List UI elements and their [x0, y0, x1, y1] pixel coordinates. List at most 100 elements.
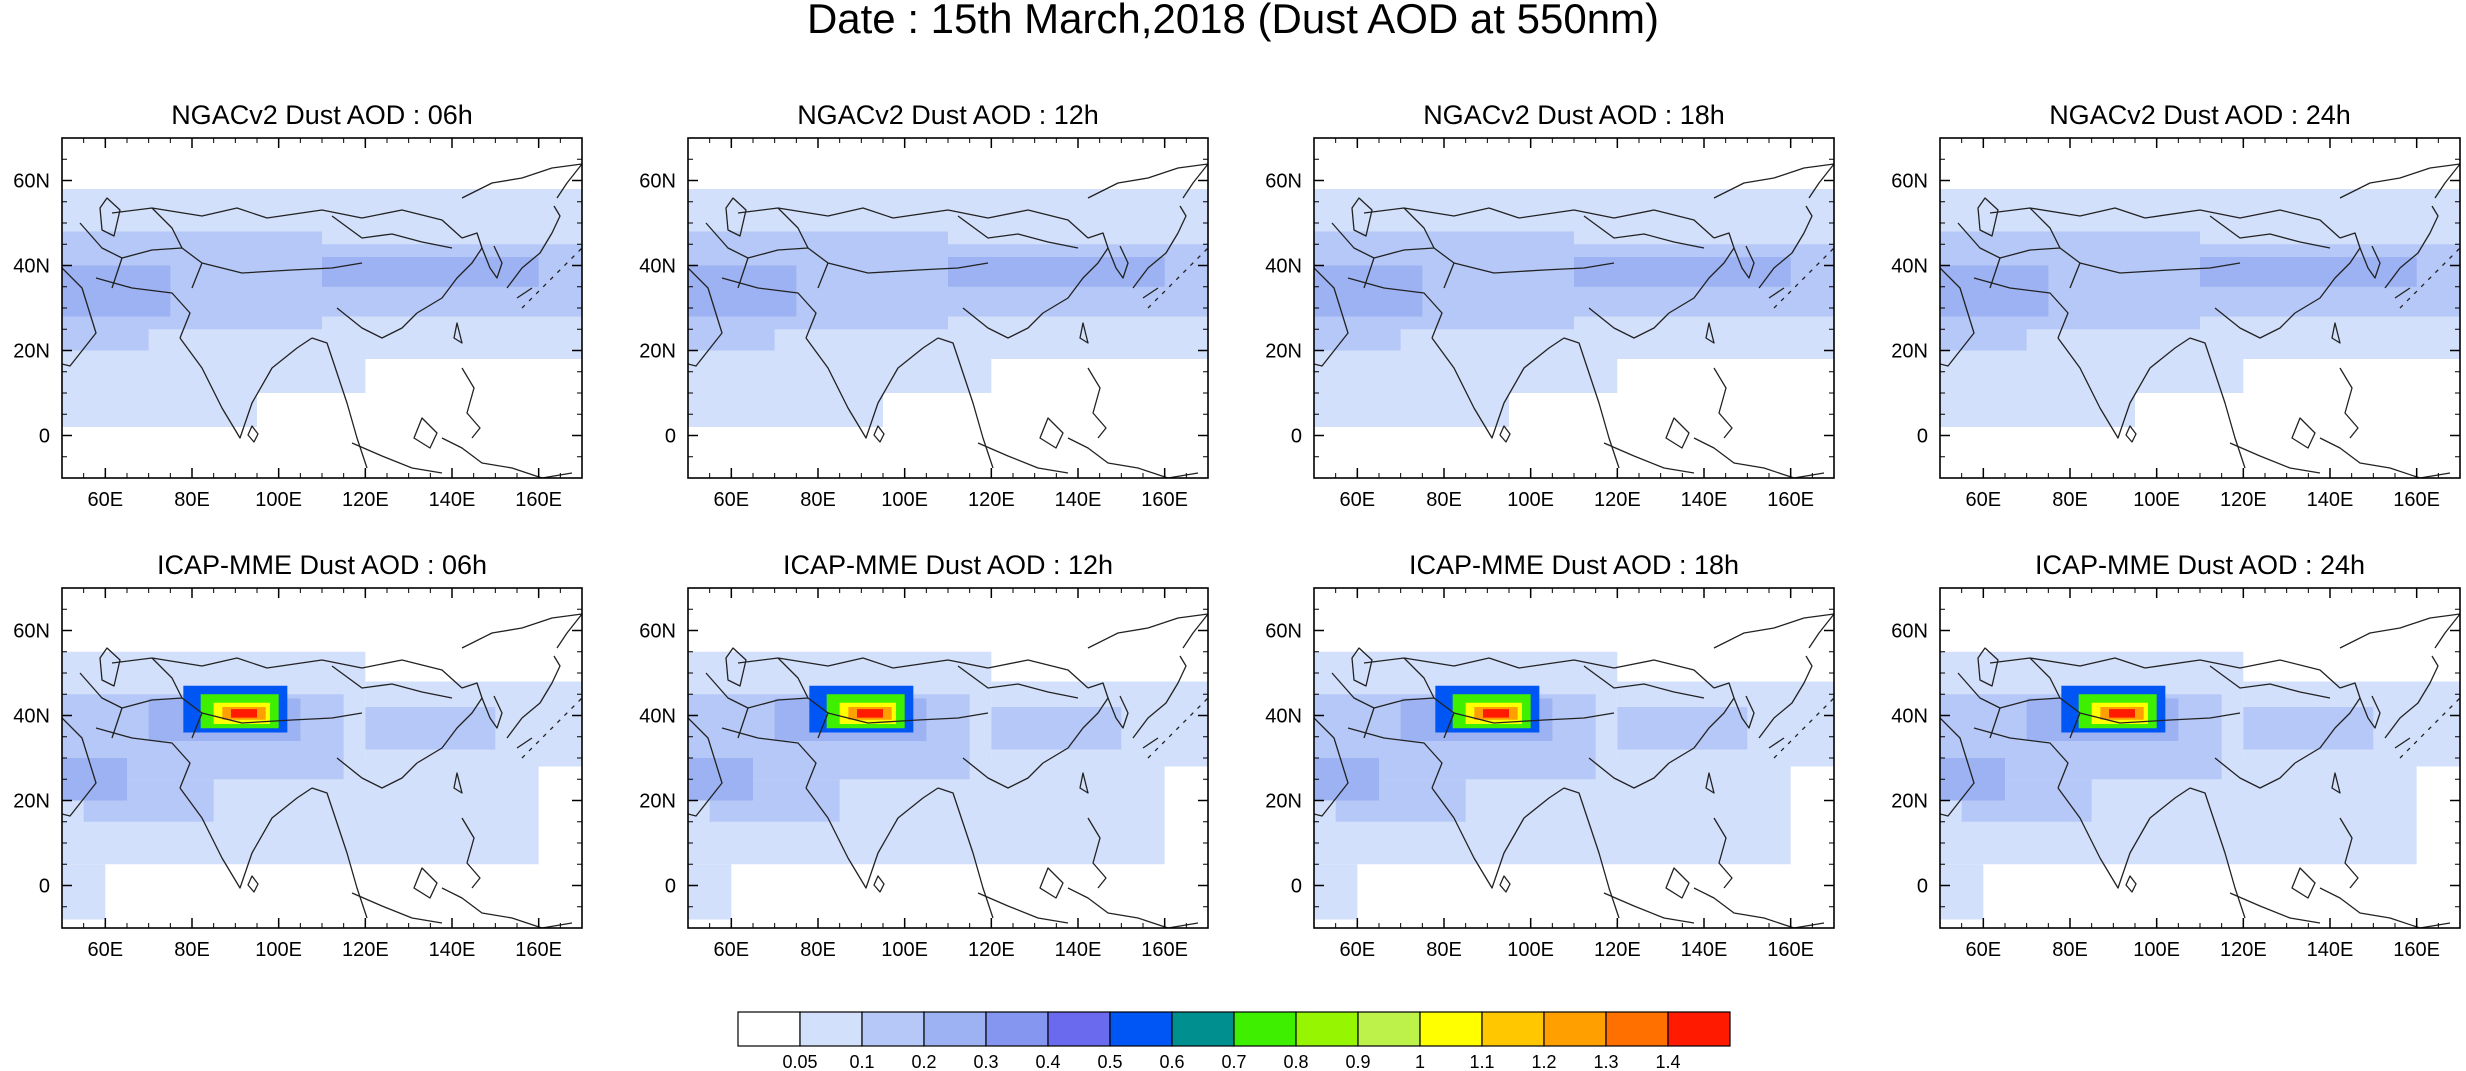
dust-plume — [231, 709, 257, 718]
colorbar-label: 0.9 — [1345, 1052, 1370, 1071]
panels-layer: NGACv2 Dust AOD : 06h 60E 80E 100E 120E 140E 1… — [13, 100, 2461, 961]
aod-region — [1940, 359, 2244, 393]
map-panel: ICAP-MME Dust AOD : 24h 60E 80E 100E 120E 140… — [1891, 550, 2461, 961]
y-tick-label: 60N — [13, 621, 50, 643]
y-tick-label: 60N — [639, 621, 676, 643]
aod-region — [1574, 257, 1791, 287]
aod-region — [2200, 257, 2417, 287]
panel-title: NGACv2 Dust AOD : 06h — [171, 100, 473, 130]
aod-region — [1617, 707, 1748, 750]
aod-region — [1314, 393, 1509, 427]
x-tick-label: 160E — [1141, 489, 1188, 511]
colorbar: 0.05 0.1 0.2 0.3 0.4 0.5 0.6 0.7 0.8 0.9 1 1.1 1.2 1.… — [737, 1011, 1731, 1071]
x-tick-label: 140E — [429, 939, 476, 961]
colorbar-swatch — [1171, 1011, 1235, 1047]
x-tick-label: 100E — [255, 489, 302, 511]
colorbar-label: 0.4 — [1035, 1052, 1060, 1071]
colorbar-label: 0.1 — [849, 1052, 874, 1071]
colorbar-swatch — [1295, 1011, 1359, 1047]
y-tick-label: 20N — [639, 791, 676, 813]
aod-region — [1940, 189, 2460, 215]
y-tick-label: 40N — [1265, 706, 1302, 728]
x-tick-label: 160E — [1141, 939, 1188, 961]
y-tick-label: 40N — [1891, 256, 1928, 278]
colorbar-label: 1.1 — [1469, 1052, 1494, 1071]
x-tick-label: 60E — [1966, 489, 2002, 511]
y-tick-label: 20N — [1891, 791, 1928, 813]
y-tick-label: 0 — [1917, 426, 1928, 448]
colorbar-swatch — [1481, 1011, 1545, 1047]
panel-title: ICAP-MME Dust AOD : 12h — [783, 550, 1113, 580]
y-tick-label: 0 — [665, 876, 676, 898]
figure-title: Date : 15th March,2018 (Dust AOD at 550n… — [807, 0, 1659, 42]
y-tick-label: 60N — [1265, 171, 1302, 193]
aod-region — [948, 257, 1165, 287]
x-tick-label: 80E — [1426, 939, 1462, 961]
colorbar-label: 0.7 — [1221, 1052, 1246, 1071]
y-tick-label: 40N — [13, 706, 50, 728]
aod-field — [688, 588, 1208, 928]
x-tick-label: 100E — [2133, 489, 2180, 511]
colorbar-swatch — [737, 1011, 801, 1047]
x-tick-label: 140E — [1681, 489, 1728, 511]
y-tick-label: 20N — [13, 791, 50, 813]
colorbar-swatch — [1109, 1011, 1173, 1047]
aod-region — [2243, 707, 2374, 750]
y-tick-label: 40N — [13, 256, 50, 278]
x-tick-label: 120E — [968, 939, 1015, 961]
colorbar-label: 0.5 — [1097, 1052, 1122, 1071]
x-tick-label: 120E — [342, 939, 389, 961]
aod-field — [1314, 588, 1834, 928]
colorbar-swatch — [799, 1011, 863, 1047]
y-tick-label: 20N — [13, 341, 50, 363]
y-tick-label: 60N — [1891, 171, 1928, 193]
x-tick-label: 140E — [1055, 489, 1102, 511]
y-tick-label: 60N — [13, 171, 50, 193]
x-tick-label: 120E — [342, 489, 389, 511]
x-tick-label: 80E — [1426, 489, 1462, 511]
aod-field — [62, 138, 582, 478]
aod-region — [96, 274, 149, 300]
colorbar-swatch — [985, 1011, 1049, 1047]
colorbar-swatch — [1667, 1011, 1731, 1047]
x-tick-label: 120E — [968, 489, 1015, 511]
x-tick-label: 100E — [1507, 489, 1554, 511]
x-tick-label: 120E — [1594, 939, 1641, 961]
y-tick-label: 40N — [1891, 706, 1928, 728]
y-tick-label: 60N — [1265, 621, 1302, 643]
aod-region — [688, 359, 992, 393]
colorbar-label: 0.3 — [973, 1052, 998, 1071]
x-tick-label: 60E — [1340, 939, 1376, 961]
aod-region — [1940, 393, 2135, 427]
aod-region — [1940, 864, 1984, 920]
x-tick-label: 100E — [2133, 939, 2180, 961]
x-tick-label: 120E — [1594, 489, 1641, 511]
map-panel: NGACv2 Dust AOD : 06h 60E 80E 100E 120E 140E 1… — [13, 100, 583, 511]
x-tick-label: 60E — [714, 939, 750, 961]
aod-region — [322, 257, 539, 287]
y-tick-label: 0 — [665, 426, 676, 448]
aod-region — [991, 707, 1122, 750]
map-panel: ICAP-MME Dust AOD : 18h 60E 80E 100E 120E 140… — [1265, 550, 1835, 961]
map-panel: ICAP-MME Dust AOD : 12h 60E 80E 100E 120E 140… — [639, 550, 1209, 961]
colorbar-label: 0.05 — [782, 1052, 817, 1071]
x-tick-label: 80E — [2052, 489, 2088, 511]
y-tick-label: 60N — [639, 171, 676, 193]
aod-region — [1314, 359, 1618, 393]
panel-title: NGACv2 Dust AOD : 12h — [797, 100, 1099, 130]
aod-field — [688, 138, 1208, 478]
aod-region — [1314, 189, 1834, 215]
x-tick-label: 60E — [88, 939, 124, 961]
dust-plume — [2109, 709, 2135, 718]
aod-region — [62, 864, 106, 920]
x-tick-label: 80E — [800, 489, 836, 511]
map-panel: NGACv2 Dust AOD : 18h 60E 80E 100E 120E 140E 1… — [1265, 100, 1835, 511]
panel-title: ICAP-MME Dust AOD : 18h — [1409, 550, 1739, 580]
colorbar-swatch — [1047, 1011, 1111, 1047]
x-tick-label: 140E — [2307, 939, 2354, 961]
x-tick-label: 100E — [881, 489, 928, 511]
x-tick-label: 160E — [2393, 489, 2440, 511]
y-tick-label: 0 — [39, 426, 50, 448]
y-tick-label: 20N — [1891, 341, 1928, 363]
